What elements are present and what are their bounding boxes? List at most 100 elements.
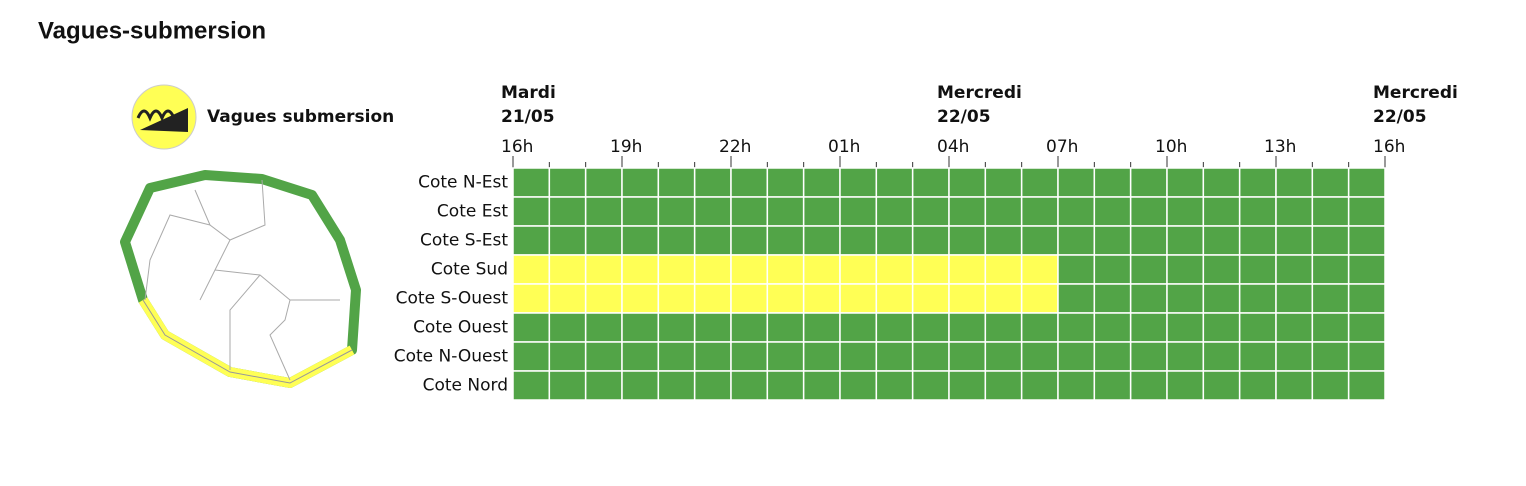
cell <box>584 254 623 285</box>
cell <box>984 225 1023 256</box>
cell <box>839 370 878 401</box>
cell <box>875 283 914 314</box>
cell <box>1093 225 1132 256</box>
cell <box>875 196 914 227</box>
cell <box>984 167 1023 198</box>
day-name: Mercredi <box>1373 83 1458 103</box>
cell <box>1166 196 1205 227</box>
cell <box>1238 283 1277 314</box>
cell <box>875 370 914 401</box>
cell <box>1275 225 1314 256</box>
cell <box>839 254 878 285</box>
cell <box>1311 254 1350 285</box>
cell <box>802 167 841 198</box>
cell <box>730 312 769 343</box>
cell <box>1238 225 1277 256</box>
cell <box>1347 196 1386 227</box>
cell <box>1166 370 1205 401</box>
cell <box>1129 341 1168 372</box>
hour-label: 13h <box>1264 137 1296 157</box>
cell <box>766 312 805 343</box>
cell <box>584 225 623 256</box>
cell <box>1057 370 1096 401</box>
cell <box>657 254 696 285</box>
day-date: 21/05 <box>501 107 555 127</box>
cell <box>657 312 696 343</box>
cell <box>802 254 841 285</box>
cell <box>1347 341 1386 372</box>
cell <box>1020 312 1059 343</box>
cell <box>1202 225 1241 256</box>
cell <box>839 283 878 314</box>
legend-icon <box>131 84 197 150</box>
cell <box>548 341 587 372</box>
cell <box>802 283 841 314</box>
day-name: Mardi <box>501 83 556 103</box>
cell <box>657 341 696 372</box>
row-label: Cote Ouest <box>413 318 508 338</box>
day-date: 22/05 <box>937 107 991 127</box>
cell <box>1057 225 1096 256</box>
cell <box>730 167 769 198</box>
cell <box>948 312 987 343</box>
cell <box>802 370 841 401</box>
cell <box>875 312 914 343</box>
hour-label: 07h <box>1046 137 1078 157</box>
cell <box>802 312 841 343</box>
cell <box>1347 225 1386 256</box>
cell <box>766 341 805 372</box>
cell <box>1238 341 1277 372</box>
hour-label: 16h <box>1373 137 1405 157</box>
cell <box>1129 254 1168 285</box>
cell <box>1238 167 1277 198</box>
cell <box>839 196 878 227</box>
cell <box>1347 167 1386 198</box>
cell <box>693 341 732 372</box>
cell <box>1311 312 1350 343</box>
cell <box>621 225 660 256</box>
cell <box>1311 341 1350 372</box>
cell <box>1275 283 1314 314</box>
cell <box>1311 283 1350 314</box>
cell <box>1020 225 1059 256</box>
cell <box>1020 283 1059 314</box>
hour-label: 22h <box>719 137 751 157</box>
cell <box>1129 370 1168 401</box>
cell <box>693 312 732 343</box>
cell <box>730 341 769 372</box>
cell <box>584 341 623 372</box>
cell <box>693 370 732 401</box>
cell <box>584 312 623 343</box>
cell <box>1166 341 1205 372</box>
cell <box>948 167 987 198</box>
hour-label: 04h <box>937 137 969 157</box>
cell <box>621 370 660 401</box>
cell <box>512 370 551 401</box>
cell <box>984 370 1023 401</box>
cell <box>1311 167 1350 198</box>
cell <box>948 196 987 227</box>
cell <box>1093 167 1132 198</box>
day-name: Mercredi <box>937 83 1022 103</box>
cell <box>1020 341 1059 372</box>
cell <box>621 341 660 372</box>
cell <box>1238 370 1277 401</box>
cell <box>730 283 769 314</box>
cell <box>1057 341 1096 372</box>
cell <box>766 225 805 256</box>
cell <box>1093 341 1132 372</box>
cell <box>512 167 551 198</box>
cell <box>512 196 551 227</box>
cell <box>584 283 623 314</box>
cell <box>621 196 660 227</box>
cell <box>1093 196 1132 227</box>
cell <box>1311 225 1350 256</box>
cell <box>548 225 587 256</box>
cell <box>1275 254 1314 285</box>
cell <box>1202 283 1241 314</box>
page-title: Vagues-submersion <box>38 17 266 44</box>
cell <box>911 283 950 314</box>
cell <box>911 312 950 343</box>
cell <box>1057 283 1096 314</box>
